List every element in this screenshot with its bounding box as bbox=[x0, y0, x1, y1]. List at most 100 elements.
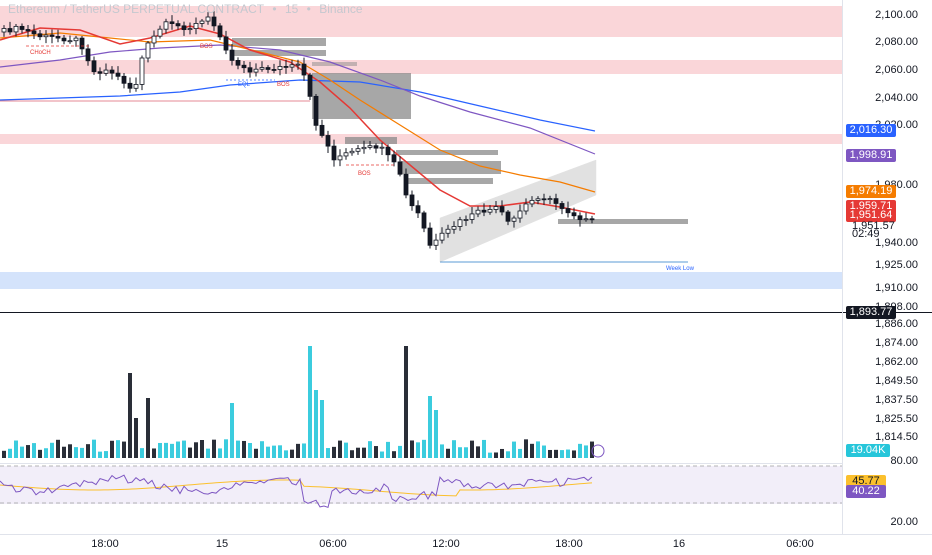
volume-bar bbox=[212, 439, 216, 458]
volume-bar bbox=[464, 447, 468, 458]
volume-bar bbox=[440, 444, 444, 458]
volume-bar bbox=[50, 442, 54, 458]
volume-bar bbox=[266, 446, 270, 458]
volume-bar bbox=[80, 447, 84, 458]
volume-bar bbox=[338, 440, 342, 458]
candle-body bbox=[265, 67, 271, 70]
candle-body bbox=[307, 74, 313, 97]
volume-bar bbox=[308, 346, 312, 458]
volume-bar bbox=[446, 448, 450, 458]
ma-purple-price-tag: 1,998.91 bbox=[846, 149, 896, 162]
time-axis-label: 18:00 bbox=[555, 538, 583, 550]
candle-body bbox=[577, 215, 583, 221]
candle-body bbox=[517, 210, 523, 219]
volume-bar bbox=[548, 449, 552, 458]
volume-bar bbox=[224, 439, 228, 458]
volume-bar bbox=[290, 449, 294, 458]
candle-body bbox=[433, 239, 439, 246]
candle-body bbox=[289, 64, 295, 68]
candle-body bbox=[589, 218, 595, 221]
time-axis-label: 15 bbox=[216, 538, 228, 550]
volume-bar bbox=[314, 390, 318, 458]
candle-body bbox=[55, 36, 61, 39]
candle-body bbox=[157, 28, 163, 37]
candle-body bbox=[91, 60, 97, 73]
volume-bar bbox=[278, 445, 282, 458]
candle-body bbox=[313, 95, 319, 126]
volume-bar bbox=[14, 440, 18, 458]
volume-bar bbox=[482, 439, 486, 458]
price-axis-label: 1,862.00 bbox=[875, 356, 918, 368]
candle-body bbox=[547, 198, 553, 201]
candle-body bbox=[379, 146, 385, 149]
volume-bar bbox=[38, 449, 42, 458]
volume-bar bbox=[296, 443, 300, 458]
volume-bar bbox=[182, 440, 186, 458]
candle-body bbox=[145, 42, 151, 59]
candle-body bbox=[193, 23, 199, 30]
candle-body bbox=[229, 49, 235, 61]
volume-bar bbox=[500, 448, 504, 458]
chart-header: Ethereum / TetherUS PERPETUAL CONTRACT •… bbox=[8, 2, 368, 16]
volume-value-tag: 19.04K bbox=[846, 444, 890, 457]
time-axis-label: 12:00 bbox=[432, 538, 460, 550]
volume-bar bbox=[506, 451, 510, 458]
interval-label[interactable]: 15 bbox=[284, 2, 299, 16]
volume-bar bbox=[302, 443, 306, 458]
candle-body bbox=[79, 37, 85, 50]
candle-body bbox=[235, 60, 241, 66]
candle-body bbox=[559, 203, 565, 209]
volume-bar bbox=[140, 448, 144, 458]
volume-layer bbox=[2, 346, 605, 458]
volume-bar bbox=[566, 449, 570, 458]
price-axis-label: 2,040.00 bbox=[875, 92, 918, 104]
candle-body bbox=[415, 205, 421, 214]
volume-bar bbox=[98, 451, 102, 458]
candle-body bbox=[475, 209, 481, 215]
price-axis-label: 2,100.00 bbox=[875, 9, 918, 21]
volume-bar bbox=[422, 439, 426, 458]
supply-zone-1 bbox=[0, 6, 842, 37]
candle-body bbox=[553, 198, 559, 204]
ma-purple-line bbox=[0, 44, 596, 155]
candle-body bbox=[199, 20, 205, 24]
volume-bar bbox=[554, 449, 558, 458]
volume-bar bbox=[584, 445, 588, 458]
candle-body bbox=[541, 198, 547, 201]
volume-bar bbox=[254, 448, 258, 458]
candle-body bbox=[445, 228, 451, 234]
price-axis-label: 2,060.00 bbox=[875, 64, 918, 76]
price-axis-label: 2,080.00 bbox=[875, 36, 918, 48]
price-axis-label: 1,837.50 bbox=[875, 394, 918, 406]
candle-body bbox=[355, 148, 361, 152]
price-axis-label: 1,849.50 bbox=[875, 375, 918, 387]
candle-body bbox=[583, 218, 589, 221]
price-axis-label: 20.00 bbox=[890, 516, 918, 528]
volume-bar bbox=[68, 444, 72, 458]
volume-bar bbox=[374, 446, 378, 458]
volume-bar bbox=[164, 442, 168, 458]
candle-body bbox=[31, 30, 37, 35]
candle-body bbox=[439, 232, 445, 241]
time-axis-label: 06:00 bbox=[319, 538, 347, 550]
order-blocks-layer bbox=[232, 38, 688, 224]
volume-bar bbox=[248, 442, 252, 458]
annotations-layer: CHoCH BOS EQL BOS BOS Week Low bbox=[26, 44, 695, 272]
price-axis-label: 1,940.00 bbox=[875, 237, 918, 249]
bos-label-1: BOS bbox=[200, 44, 213, 50]
candle-body bbox=[397, 161, 403, 175]
candle-body bbox=[49, 34, 55, 37]
candle-body bbox=[343, 152, 349, 157]
volume-bar bbox=[116, 440, 120, 458]
symbol-title[interactable]: Ethereum / TetherUS PERPETUAL CONTRACT bbox=[8, 2, 265, 16]
candle-body bbox=[43, 34, 49, 38]
candle-body bbox=[61, 37, 67, 42]
candle-body bbox=[205, 16, 211, 22]
volume-bar bbox=[362, 447, 366, 458]
volume-bar bbox=[284, 450, 288, 458]
candle-body bbox=[409, 194, 415, 207]
candle-body bbox=[499, 206, 505, 213]
rsi-layer bbox=[0, 465, 842, 509]
